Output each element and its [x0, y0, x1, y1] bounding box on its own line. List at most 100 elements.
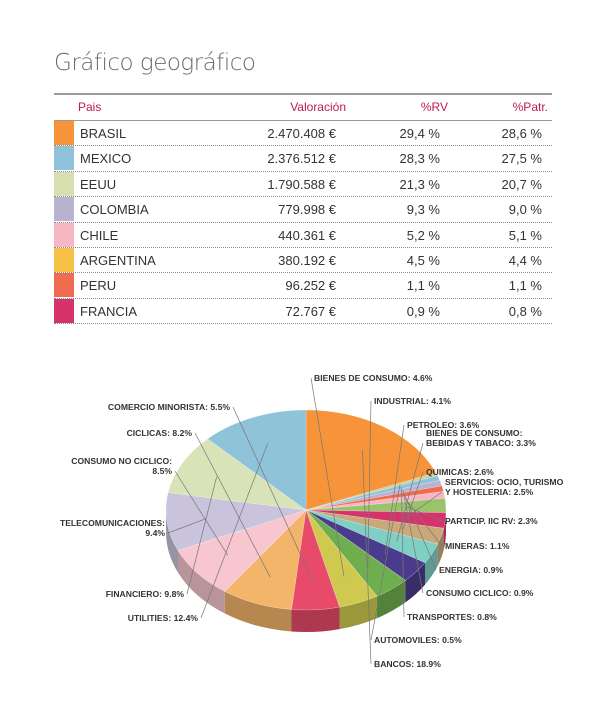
slice-label: MINERAS: 1.1%: [445, 541, 510, 551]
table-row: FRANCIA 72.767 € 0,9 % 0,8 %: [54, 298, 552, 325]
color-swatch: [54, 197, 74, 222]
leader-line: [406, 491, 443, 518]
color-swatch: [54, 171, 74, 196]
pie-side: [443, 512, 446, 551]
patr-cell: 27,5 %: [501, 151, 542, 167]
pie-side: [339, 596, 377, 630]
pie-side-walls: [166, 510, 446, 633]
pie-slice: [305, 475, 441, 511]
table-header: Pais Valoración %RV %Patr.: [54, 96, 552, 121]
slice-label: TRANSPORTES: 0.8%: [407, 612, 497, 622]
slice-label: TELECOMUNICACIONES: 9.4%: [60, 518, 165, 538]
slice-label: ENERGIA: 0.9%: [439, 565, 503, 575]
color-swatch: [54, 273, 74, 298]
pie-slice: [305, 509, 445, 545]
valoracion-cell: 72.767 €: [285, 303, 336, 319]
rv-cell: 4,5 %: [406, 252, 440, 268]
country-name: BRASIL: [80, 126, 127, 141]
patr-cell: 0,8 %: [508, 303, 542, 319]
table-top-rule: [54, 93, 552, 95]
leader-line: [232, 406, 314, 582]
valoracion-cell: 96.252 €: [285, 278, 336, 294]
leader-line: [370, 484, 401, 641]
slice-label: BIENES DE CONSUMO: 4.6%: [314, 373, 433, 383]
leader-line: [186, 476, 218, 595]
patr-cell: 4,4 %: [508, 252, 542, 268]
slice-label: INDUSTRIAL: 4.1%: [374, 396, 451, 406]
slice-label: PETROLEO: 3.6%: [407, 420, 479, 430]
patr-cell: 5,1 %: [508, 227, 542, 243]
patr-cell: 28,6 %: [501, 126, 542, 141]
slice-label: CONSUMO NO CICLICO: 8.5%: [71, 456, 172, 476]
color-swatch: [54, 222, 74, 247]
slice-label: BIENES DE CONSUMO: BEBIDAS Y TABACO: 3.3%: [426, 428, 536, 448]
pie-slice: [224, 509, 307, 610]
pie-slice: [177, 509, 307, 592]
table-row: ARGENTINA 380.192 € 4,5 % 4,4 %: [54, 247, 552, 274]
color-swatch: [54, 121, 74, 145]
pie-slice: [305, 509, 439, 564]
slice-label: BANCOS: 18.9%: [374, 659, 441, 669]
valoracion-cell: 380.192 €: [278, 252, 336, 268]
slice-label: QUIMICAS: 2.6%: [426, 467, 494, 477]
leader-line: [362, 450, 372, 665]
color-swatch: [54, 298, 74, 323]
pie-side: [166, 510, 178, 573]
rv-cell: 28,3 %: [399, 151, 440, 167]
pie-slice: [305, 509, 406, 597]
color-swatch: [54, 146, 74, 171]
slice-label: COMERCIO MINORISTA: 5.5%: [108, 402, 230, 412]
pie-slice: [167, 438, 307, 511]
rv-cell: 9,3 %: [406, 202, 440, 218]
pie-side: [405, 562, 425, 603]
pie-slice: [305, 480, 443, 511]
pie-side: [437, 528, 444, 567]
header-rv: %RV: [420, 100, 448, 114]
table-row: CHILE 440.361 € 5,2 % 5,1 %: [54, 222, 552, 248]
pie-slice: [305, 472, 438, 511]
valoracion-cell: 2.470.408 €: [267, 126, 336, 141]
leader-line: [404, 494, 437, 571]
pie-slice: [305, 491, 446, 511]
leader-line: [406, 506, 443, 522]
geo-table: Pais Valoración %RV %Patr. BRASIL 2.470.4…: [54, 96, 552, 325]
country-name: MEXICO: [80, 151, 132, 167]
pie-side: [424, 544, 438, 585]
leader-line: [401, 486, 405, 618]
slice-label: SERVICIOS: OCIO, TURISMO Y HOSTELERIA: 2.…: [445, 477, 564, 497]
header-patr: %Patr.: [512, 100, 548, 114]
pie-slice: [305, 509, 378, 608]
rv-cell: 29,4 %: [399, 126, 440, 141]
pie-side: [376, 580, 406, 619]
pie-slice: [305, 409, 437, 511]
leader-line: [396, 442, 424, 542]
table-row: EEUU 1.790.588 € 21,3 % 20,7 %: [54, 171, 552, 198]
patr-cell: 20,7 %: [501, 176, 542, 192]
table-row: COLOMBIA 779.998 € 9,3 % 9,0 %: [54, 197, 552, 223]
slice-label: UTILITIES: 12.4%: [128, 613, 199, 623]
table-row: MEXICO 2.376.512 € 28,3 % 27,5 %: [54, 146, 552, 172]
leader-line: [194, 432, 271, 578]
pie-side: [291, 607, 340, 633]
slice-label: PARTICIP. IIC RV: 2.3%: [445, 516, 538, 526]
pie-slice: [165, 492, 307, 551]
valoracion-cell: 2.376.512 €: [267, 151, 336, 167]
color-swatch: [54, 247, 74, 272]
rv-cell: 21,3 %: [399, 176, 440, 192]
patr-cell: 1,1 %: [508, 278, 542, 294]
pie-side: [224, 591, 292, 632]
leader-line: [402, 471, 424, 530]
country-name: PERU: [80, 278, 117, 294]
rv-cell: 1,1 %: [406, 278, 440, 294]
leader-line: [367, 400, 372, 567]
leader-line: [167, 518, 207, 534]
leader-line: [200, 443, 269, 619]
country-name: COLOMBIA: [80, 202, 149, 218]
pie-slice: [305, 485, 444, 511]
page-title: Gráfico geográfico: [54, 50, 256, 76]
leader-line: [405, 498, 443, 547]
table-row: BRASIL 2.470.408 € 29,4 % 28,6 %: [54, 121, 552, 147]
leader-line: [384, 424, 405, 555]
country-name: FRANCIA: [80, 303, 138, 319]
